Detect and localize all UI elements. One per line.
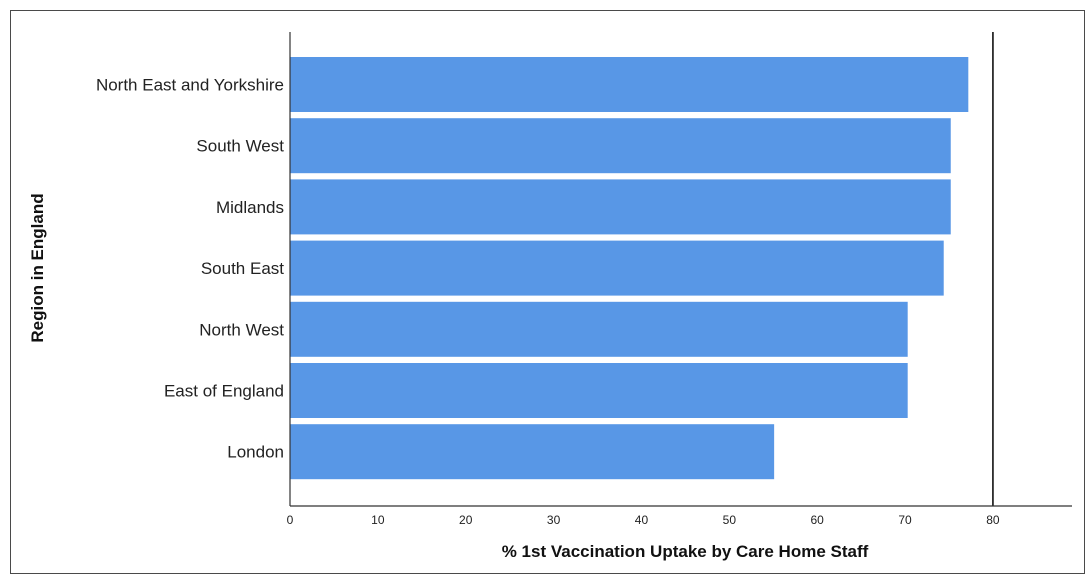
x-tick-label: 50 [723,513,737,527]
x-tick-label: 70 [898,513,912,527]
category-label: North East and Yorkshire [96,76,284,95]
x-tick-label: 40 [635,513,649,527]
category-labels: North East and Yorkshire South West Midlan… [96,76,284,462]
x-axis-ticks: 0 10 20 30 40 50 60 70 80 [287,513,1000,527]
category-label: North West [199,320,284,339]
category-label: South West [196,137,284,156]
x-tick-label: 30 [547,513,561,527]
category-label: London [227,443,284,462]
bar-south-east [290,240,944,296]
x-tick-label: 0 [287,513,294,527]
bar-north-east-and-yorkshire [290,57,969,112]
x-axis-title: % 1st Vaccination Uptake by Care Home St… [502,542,869,561]
bar-midlands [290,179,951,235]
category-label: Midlands [216,198,284,217]
category-label: South East [201,259,284,278]
x-tick-label: 80 [986,513,1000,527]
y-axis-title: Region in England [28,193,47,342]
bar-london [290,424,775,480]
bar-north-west [290,301,908,357]
bar-south-west [290,118,951,174]
x-tick-label: 60 [811,513,825,527]
x-tick-label: 10 [371,513,385,527]
bar-east-of-england [290,363,908,418]
category-label: East of England [164,382,284,401]
bars-group [290,57,969,480]
x-tick-label: 20 [459,513,473,527]
